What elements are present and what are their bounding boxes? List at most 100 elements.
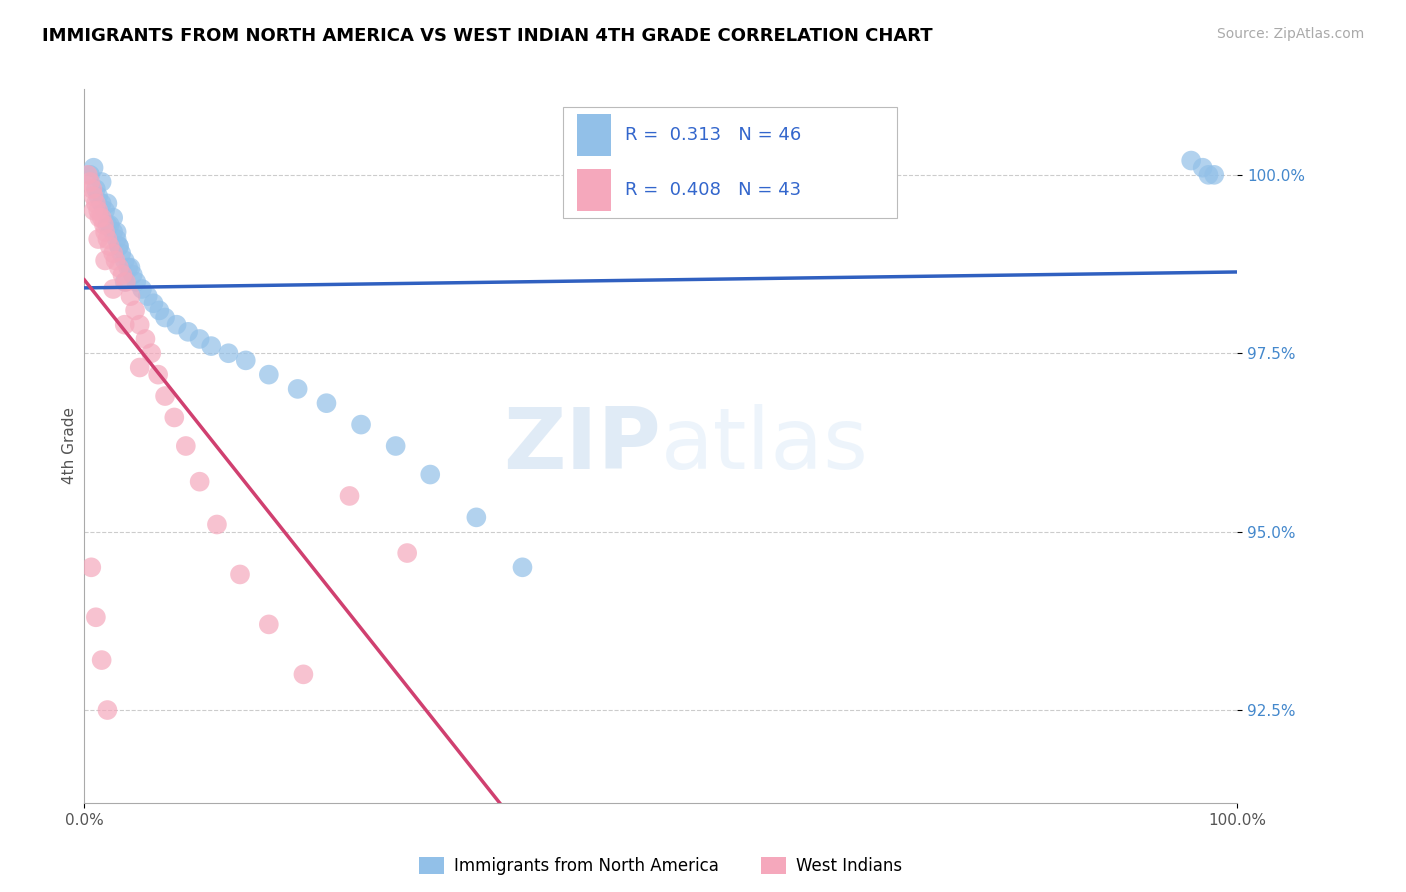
Point (142, 296, 165, 310)
Point (111, 268, 134, 282)
Point (108, 239, 131, 253)
Point (94, 253, 117, 268)
Point (83, 203, 105, 218)
Point (177, 325, 200, 339)
Point (200, 339, 222, 353)
Text: R =  0.408   N = 43: R = 0.408 N = 43 (626, 181, 801, 199)
Point (79, 168, 101, 182)
Point (315, 396, 337, 410)
Point (117, 260, 139, 275)
Point (128, 360, 150, 375)
Point (93, 218, 115, 232)
Point (1198, 168, 1220, 182)
Point (205, 517, 228, 532)
Point (84, 610, 107, 624)
Point (153, 310, 176, 325)
Point (350, 417, 373, 432)
FancyBboxPatch shape (576, 114, 612, 155)
Point (419, 467, 441, 482)
Point (103, 211, 124, 225)
Point (148, 303, 170, 318)
Text: Source: ZipAtlas.com: Source: ZipAtlas.com (1216, 27, 1364, 41)
Point (120, 260, 142, 275)
Point (131, 282, 153, 296)
Point (188, 475, 211, 489)
Text: R =  0.313   N = 46: R = 0.313 N = 46 (626, 126, 801, 144)
Point (90, 196, 112, 211)
Point (384, 439, 406, 453)
Point (105, 232, 128, 246)
Text: atlas: atlas (661, 404, 869, 488)
Point (94, 225, 117, 239)
Point (98, 218, 121, 232)
Point (110, 246, 132, 260)
Point (87, 203, 110, 218)
Point (153, 389, 176, 403)
Point (229, 567, 252, 582)
Point (146, 368, 169, 382)
Point (87, 232, 110, 246)
Point (80, 560, 103, 574)
Point (1180, 153, 1202, 168)
Point (103, 282, 124, 296)
Point (94, 203, 117, 218)
Point (396, 546, 419, 560)
Point (120, 289, 142, 303)
Point (128, 318, 150, 332)
Point (90, 653, 112, 667)
Point (96, 703, 118, 717)
Point (114, 253, 136, 268)
Point (108, 260, 131, 275)
Point (90, 175, 112, 189)
Point (103, 225, 124, 239)
Point (104, 253, 127, 268)
Point (82, 182, 104, 196)
Point (87, 189, 110, 203)
Point (166, 318, 188, 332)
Point (103, 246, 124, 260)
Point (90, 211, 112, 225)
Point (134, 332, 156, 346)
Point (292, 667, 315, 681)
Point (114, 275, 136, 289)
Point (89, 211, 111, 225)
Text: ZIP: ZIP (503, 404, 661, 488)
Point (218, 346, 240, 360)
Point (79, 175, 101, 189)
Point (188, 332, 211, 346)
FancyBboxPatch shape (576, 169, 612, 211)
Point (125, 275, 148, 289)
Point (235, 353, 257, 368)
Point (1204, 168, 1226, 182)
FancyBboxPatch shape (562, 107, 897, 218)
Point (124, 303, 146, 318)
Point (96, 196, 118, 211)
Point (339, 489, 361, 503)
Point (465, 510, 488, 524)
Point (96, 218, 118, 232)
Point (84, 196, 107, 211)
Legend: Immigrants from North America, West Indians: Immigrants from North America, West Indi… (413, 850, 908, 882)
Point (76, 168, 98, 182)
Point (98, 239, 121, 253)
Point (96, 232, 118, 246)
Point (105, 225, 128, 239)
Point (174, 439, 197, 453)
Point (287, 382, 309, 396)
Point (114, 318, 136, 332)
Point (257, 617, 280, 632)
Point (141, 346, 163, 360)
Y-axis label: 4th Grade: 4th Grade (62, 408, 77, 484)
Point (1191, 161, 1213, 175)
Point (163, 410, 186, 425)
Point (84, 182, 107, 196)
Point (115, 275, 138, 289)
Point (121, 268, 143, 282)
Point (108, 239, 131, 253)
Point (257, 368, 280, 382)
Text: IMMIGRANTS FROM NORTH AMERICA VS WEST INDIAN 4TH GRADE CORRELATION CHART: IMMIGRANTS FROM NORTH AMERICA VS WEST IN… (42, 27, 932, 45)
Point (83, 161, 105, 175)
Point (512, 560, 534, 574)
Point (136, 289, 159, 303)
Point (83, 189, 105, 203)
